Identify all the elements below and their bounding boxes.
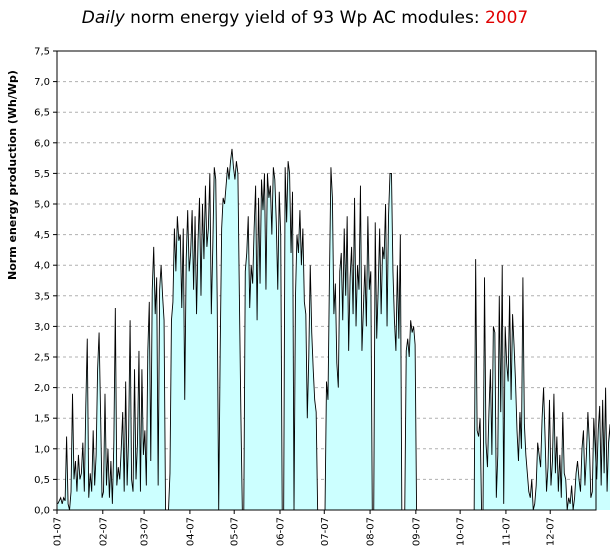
- x-tick-label: 04-07: [185, 517, 196, 546]
- x-tick-label: 09-07: [411, 517, 422, 546]
- x-tick-label: 01-07: [53, 517, 64, 546]
- plot-frame: [56, 50, 597, 511]
- x-tick-label: 03-07: [140, 517, 151, 546]
- y-tick-label: 7,0: [34, 77, 50, 88]
- y-tick-label: 2,5: [34, 353, 50, 364]
- y-tick-label: 6,5: [34, 108, 50, 119]
- chart-title: Daily norm energy yield of 93 Wp AC modu…: [0, 8, 610, 28]
- y-tick-label: 3,0: [34, 322, 50, 333]
- x-tick-label: 05-07: [230, 517, 241, 546]
- x-tick-label: 02-07: [98, 517, 109, 546]
- y-tick-label: 5,0: [34, 200, 50, 211]
- y-tick-label: 0,5: [34, 475, 50, 486]
- y-tick-label: 4,5: [34, 230, 50, 241]
- x-tick-label: 06-07: [275, 517, 286, 546]
- y-tick-label: 2,0: [34, 383, 50, 394]
- y-tick-label: 5,5: [34, 169, 50, 180]
- y-tick-label: 4,0: [34, 261, 50, 272]
- x-tick-label: 10-07: [456, 517, 467, 546]
- x-ticks: 01-07 02-07 03-07 04-07 05-07 06-07 07-07 08-07…: [53, 510, 557, 546]
- y-ticks: 0,0 0,5 1,0 1,5 2,0 2,5 3,0 3,5 4,0 4,5 5,0 5,5 6,0 6…: [34, 47, 57, 517]
- y-tick-label: 3,5: [34, 291, 50, 302]
- x-tick-label: 08-07: [366, 517, 377, 546]
- series-line: [57, 148, 610, 511]
- x-tick-label: 12-07: [546, 517, 557, 546]
- chart-title-main: norm energy yield of 93 Wp AC modules:: [124, 8, 485, 28]
- x-tick-label: 07-07: [320, 517, 331, 546]
- y-tick-label: 7,5: [34, 47, 50, 58]
- x-tick-label: 11-07: [501, 517, 512, 546]
- y-tick-label: 0,0: [34, 506, 50, 517]
- y-tick-label: 1,0: [34, 444, 50, 455]
- y-tick-label: 6,0: [34, 138, 50, 149]
- y-tick-label: 1,5: [34, 414, 50, 425]
- series-area: [57, 148, 610, 510]
- chart-title-prefix: Daily: [81, 8, 125, 28]
- chart-title-year: 2007: [484, 8, 529, 28]
